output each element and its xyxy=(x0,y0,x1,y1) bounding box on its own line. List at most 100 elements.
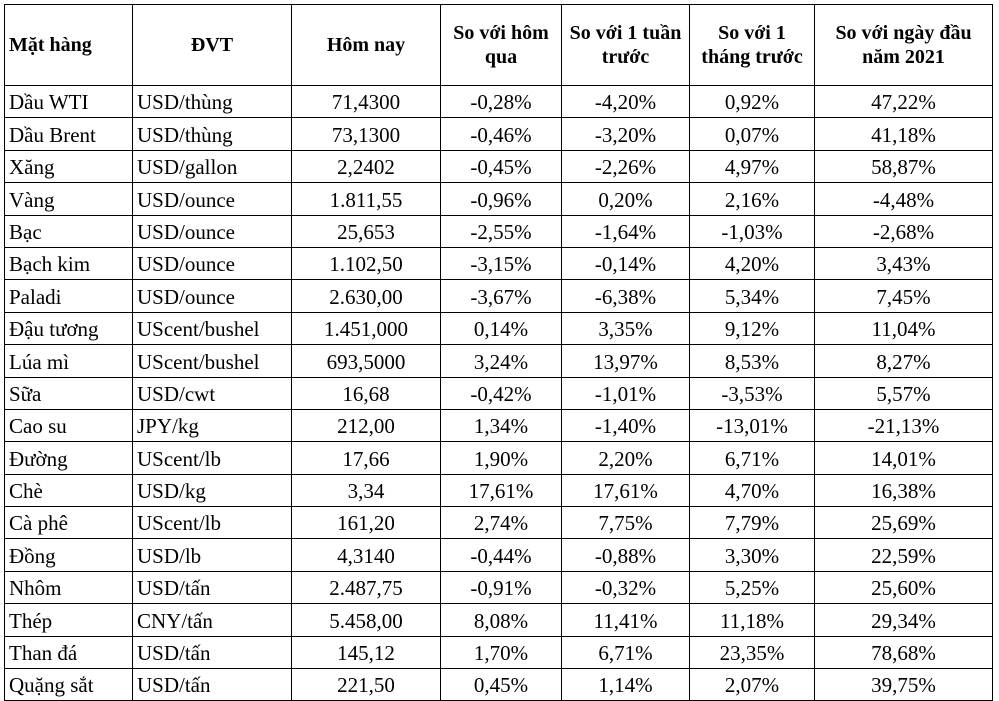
table-row: Đường UScent/lb 17,66 1,90% 2,20% 6,71% 14,01% xyxy=(4,441,993,475)
cell-item: Than đá xyxy=(4,635,133,670)
table-row: Chè USD/kg 3,34 17,61% 17,61% 4,70% 16,38% xyxy=(4,473,993,508)
cell-vs-week: -0,32% xyxy=(561,570,690,605)
table-row: Cao su JPY/kg 212,00 1,34% -1,40% -13,01% -21,… xyxy=(4,408,993,443)
cell-today: 1.451,000 xyxy=(291,311,441,346)
cell-vs-year-start: 16,38% xyxy=(814,473,993,508)
cell-vs-year-start: 41,18% xyxy=(814,117,993,151)
cell-unit: USD/thùng xyxy=(132,84,292,119)
cell-vs-week: -2,26% xyxy=(561,149,690,184)
cell-item: Dầu Brent xyxy=(4,117,133,151)
cell-vs-yesterday: 1,90% xyxy=(440,441,562,475)
cell-vs-month: 6,71% xyxy=(689,441,815,475)
cell-vs-week: 13,97% xyxy=(561,344,690,378)
cell-vs-week: -4,20% xyxy=(561,84,690,119)
cell-vs-week: 1,14% xyxy=(561,668,690,701)
cell-vs-week: 0,20% xyxy=(561,182,690,216)
table-row: Lúa mì UScent/bushel 693,5000 3,24% 13,97% 8,… xyxy=(4,344,993,378)
cell-vs-month: 8,53% xyxy=(689,344,815,378)
cell-vs-yesterday: 1,34% xyxy=(440,408,562,443)
cell-unit: CNY/tấn xyxy=(132,603,292,637)
cell-item: Sữa xyxy=(4,376,133,410)
table-row: Dầu Brent USD/thùng 73,1300 -0,46% -3,20% 0,0… xyxy=(4,117,993,151)
cell-vs-year-start: 5,57% xyxy=(814,376,993,410)
cell-unit: UScent/lb xyxy=(132,441,292,475)
cell-today: 5.458,00 xyxy=(291,603,441,637)
cell-today: 4,3140 xyxy=(291,538,441,572)
cell-today: 693,5000 xyxy=(291,344,441,378)
cell-vs-week: 17,61% xyxy=(561,473,690,508)
cell-unit: USD/thùng xyxy=(132,117,292,151)
cell-item: Bạch kim xyxy=(4,246,133,281)
cell-vs-week: -6,38% xyxy=(561,279,690,313)
cell-unit: USD/ounce xyxy=(132,182,292,216)
commodity-price-table: Mặt hàng ĐVT Hôm nay So với hôm qua So v… xyxy=(4,4,993,701)
table-row: Xăng USD/gallon 2,2402 -0,45% -2,26% 4,97% 58,… xyxy=(4,149,993,184)
cell-vs-month: 11,18% xyxy=(689,603,815,637)
cell-vs-week: 7,75% xyxy=(561,506,690,540)
cell-vs-month: 5,25% xyxy=(689,570,815,605)
cell-vs-yesterday: 0,45% xyxy=(440,668,562,701)
table-row: Thép CNY/tấn 5.458,00 8,08% 11,41% 11,18% 29,3… xyxy=(4,603,993,637)
cell-vs-year-start: 39,75% xyxy=(814,668,993,701)
cell-vs-week: -1,64% xyxy=(561,214,690,248)
table-row: Quặng sắt USD/tấn 221,50 0,45% 1,14% 2,07% 39,… xyxy=(4,668,993,701)
cell-today: 145,12 xyxy=(291,635,441,670)
cell-unit: USD/ounce xyxy=(132,214,292,248)
table-row: Bạch kim USD/ounce 1.102,50 -3,15% -0,14% 4,2… xyxy=(4,246,993,281)
table-row: Paladi USD/ounce 2.630,00 -3,67% -6,38% 5,34%… xyxy=(4,279,993,313)
cell-vs-year-start: 25,69% xyxy=(814,506,993,540)
cell-vs-year-start: 29,34% xyxy=(814,603,993,637)
cell-unit: USD/lb xyxy=(132,538,292,572)
table-row: Than đá USD/tấn 145,12 1,70% 6,71% 23,35% 78,6… xyxy=(4,635,993,670)
cell-vs-yesterday: -0,28% xyxy=(440,84,562,119)
cell-today: 25,653 xyxy=(291,214,441,248)
header-unit: ĐVT xyxy=(132,4,292,86)
cell-today: 2.487,75 xyxy=(291,570,441,605)
header-vs-yesterday: So với hôm qua xyxy=(440,4,562,86)
cell-item: Quặng sắt xyxy=(4,668,133,701)
cell-vs-week: 3,35% xyxy=(561,311,690,346)
cell-vs-yesterday: 1,70% xyxy=(440,635,562,670)
cell-vs-year-start: 14,01% xyxy=(814,441,993,475)
cell-vs-yesterday: -0,96% xyxy=(440,182,562,216)
table-row: Bạc USD/ounce 25,653 -2,55% -1,64% -1,03% -2,6… xyxy=(4,214,993,248)
cell-vs-month: 2,07% xyxy=(689,668,815,701)
cell-item: Paladi xyxy=(4,279,133,313)
cell-vs-year-start: 47,22% xyxy=(814,84,993,119)
cell-item: Thép xyxy=(4,603,133,637)
header-vs-month: So với 1 tháng trước xyxy=(689,4,815,86)
cell-vs-yesterday: 2,74% xyxy=(440,506,562,540)
cell-item: Cà phê xyxy=(4,506,133,540)
cell-item: Nhôm xyxy=(4,570,133,605)
cell-unit: USD/kg xyxy=(132,473,292,508)
table-row: Nhôm USD/tấn 2.487,75 -0,91% -0,32% 5,25% 25,6… xyxy=(4,570,993,605)
cell-unit: USD/gallon xyxy=(132,149,292,184)
cell-vs-year-start: 22,59% xyxy=(814,538,993,572)
cell-vs-year-start: -2,68% xyxy=(814,214,993,248)
cell-today: 1.811,55 xyxy=(291,182,441,216)
cell-vs-yesterday: -0,42% xyxy=(440,376,562,410)
cell-vs-yesterday: 17,61% xyxy=(440,473,562,508)
cell-vs-year-start: 11,04% xyxy=(814,311,993,346)
cell-vs-yesterday: -3,15% xyxy=(440,246,562,281)
header-vs-year-start: So với ngày đầu năm 2021 xyxy=(814,4,993,86)
cell-vs-month: 4,20% xyxy=(689,246,815,281)
cell-vs-month: 7,79% xyxy=(689,506,815,540)
cell-today: 16,68 xyxy=(291,376,441,410)
cell-item: Xăng xyxy=(4,149,133,184)
cell-vs-year-start: 78,68% xyxy=(814,635,993,670)
cell-unit: USD/tấn xyxy=(132,668,292,701)
cell-vs-month: 23,35% xyxy=(689,635,815,670)
cell-vs-yesterday: -0,44% xyxy=(440,538,562,572)
cell-vs-year-start: 25,60% xyxy=(814,570,993,605)
cell-today: 1.102,50 xyxy=(291,246,441,281)
cell-vs-month: 4,70% xyxy=(689,473,815,508)
cell-today: 73,1300 xyxy=(291,117,441,151)
cell-vs-month: -13,01% xyxy=(689,408,815,443)
cell-vs-week: 6,71% xyxy=(561,635,690,670)
cell-today: 3,34 xyxy=(291,473,441,508)
cell-item: Dầu WTI xyxy=(4,84,133,119)
cell-vs-yesterday: -2,55% xyxy=(440,214,562,248)
cell-unit: USD/tấn xyxy=(132,570,292,605)
cell-item: Đậu tương xyxy=(4,311,133,346)
